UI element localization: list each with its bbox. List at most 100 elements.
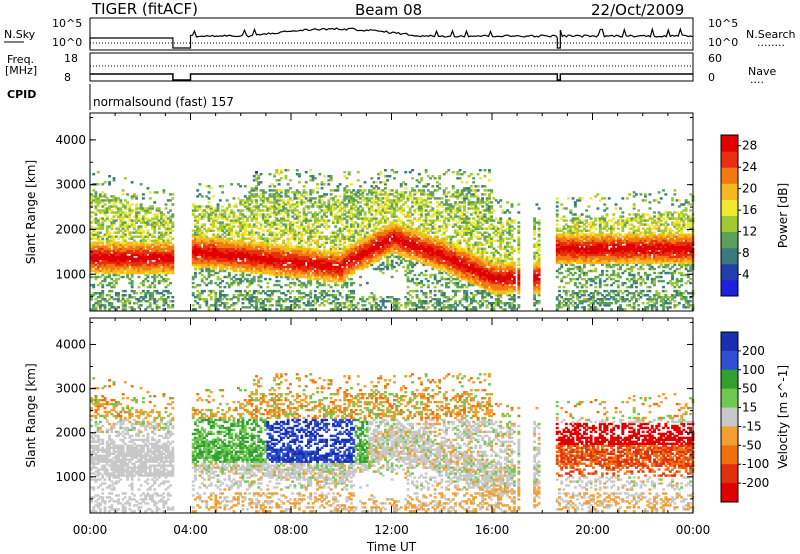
power-cell [135,298,139,301]
power-cell [137,271,141,275]
power-cell [110,237,114,240]
power-cell [135,302,139,305]
power-cell [108,273,111,277]
power-cell [203,265,206,269]
power-cell [223,269,227,273]
power-cell [105,259,109,263]
power-cell [139,239,143,242]
power-cell [146,251,150,255]
power-cell [112,221,116,224]
power-cell [103,213,107,216]
power-cell [207,263,211,267]
power-cell [96,292,100,295]
power-cell [352,296,356,299]
power-cell [94,217,98,220]
power-cell [264,191,267,194]
power-cell [130,181,134,184]
power-cell [101,235,105,238]
power-cell [169,249,172,253]
power-cell [261,269,265,273]
power-cell [259,267,263,271]
power-cell [90,245,93,249]
power-cell [216,275,220,279]
power-cell [123,215,127,218]
power-cell [119,261,123,265]
power-cell [166,239,170,242]
power-cell [221,298,225,301]
power-cell [135,257,139,261]
power-cell [368,302,371,305]
power-cell [105,241,109,245]
power-cell [108,183,111,186]
power-cell [304,191,308,194]
power-cell [194,253,197,257]
power-cell [289,285,292,289]
power-cell [354,203,358,206]
power-cell [218,289,222,293]
power-cell [105,251,109,255]
power-cell [250,227,254,230]
power-cell [96,205,100,208]
power-cell [221,255,225,259]
power-cell [241,261,245,265]
power-cell [160,251,163,255]
power-cell [223,213,227,216]
power-cell [94,259,98,263]
power-cell [142,257,145,261]
power-cell [227,219,231,222]
power-cell [130,261,134,265]
power-cell [92,306,96,309]
power-cell [209,265,213,269]
power-cell [354,227,358,230]
power-cell [239,269,243,273]
power-cell [123,221,127,224]
power-cell [216,298,220,301]
power-cell [196,205,200,208]
power-cell [101,201,105,204]
power-cell [379,171,383,174]
power-cell [365,265,369,269]
power-cell [162,253,166,257]
power-cell [250,265,254,269]
power-cell [241,247,245,251]
power-cell [155,247,159,251]
power-cell [205,245,209,249]
power-cell [103,209,107,212]
power-cell [200,292,204,295]
power-cell [356,179,360,182]
power-cell [162,217,166,220]
power-cell [153,249,157,253]
power-cell [255,296,258,299]
power-cell [320,231,324,234]
power-cell [246,247,249,251]
power-cell [212,211,215,214]
power-cell [241,273,245,277]
power-cell [194,247,197,251]
power-cell [126,259,130,263]
power-cell [232,302,236,305]
power-cell [221,279,225,283]
power-cell [114,207,118,210]
power-cell [119,215,123,218]
power-cell [227,267,231,271]
power-cell [218,249,222,253]
power-cell [343,171,347,174]
power-cell [123,233,127,236]
power-cell [144,253,148,257]
power-cell [257,289,261,293]
power-cell [209,187,213,190]
power-cell [94,233,98,236]
power-cell [112,237,116,240]
power-cell [144,273,148,277]
power-cell [214,239,218,242]
power-cell [234,233,238,236]
power-cell [225,223,229,226]
power-cell [194,300,197,303]
power-cell [135,247,139,251]
power-cell [259,227,263,230]
power-cell [137,225,141,228]
power-cell [194,249,197,253]
power-cell [241,199,245,202]
power-cell [259,304,263,307]
power-cell [209,213,213,216]
